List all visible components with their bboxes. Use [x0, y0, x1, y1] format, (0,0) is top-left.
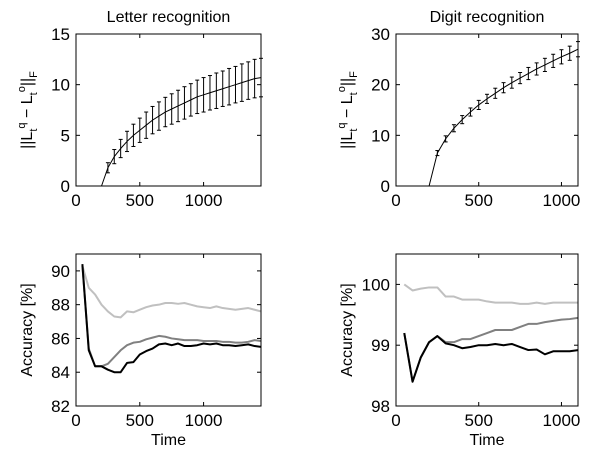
y-tick-label: 0	[61, 177, 70, 196]
error-bar	[227, 67, 232, 106]
x-tick-label: 500	[126, 191, 154, 210]
y-tick-label: 10	[371, 126, 390, 145]
x-axis-label: Time	[470, 432, 505, 449]
series-line-2	[403, 316, 578, 383]
letter-distance-panel: 0 500 1000 0 5 10 15 Letter recognition ||Ltq − …	[16, 9, 263, 210]
error-bar	[150, 105, 155, 135]
y-tick-label: 98	[371, 397, 390, 416]
x-tick-label: 500	[126, 411, 154, 430]
y-tick-label: 20	[371, 76, 390, 95]
error-bar	[509, 76, 514, 89]
x-tick-label: 0	[391, 191, 400, 210]
error-bar	[542, 57, 547, 72]
error-bar	[476, 99, 481, 110]
error-bar	[233, 65, 238, 104]
y-tick-label: 5	[61, 126, 70, 145]
digit-accuracy-panel: 0 500 1000 98 99 100 Time Accuracy [%]	[339, 253, 581, 449]
error-bar	[435, 150, 440, 157]
axes-frame	[395, 33, 579, 187]
y-tick-label: 82	[51, 397, 70, 416]
error-bar	[220, 70, 225, 107]
digit-distance-panel: 0 500 1000 0 10 20 30 Digit recognition ||Ltq − …	[336, 9, 580, 210]
error-bar	[451, 124, 456, 133]
error-bar	[201, 77, 206, 113]
error-bar	[493, 87, 498, 99]
error-bar	[485, 93, 489, 104]
error-bar	[468, 107, 473, 117]
error-bar	[246, 61, 251, 100]
y-axis-label: Accuracy [%]	[19, 283, 36, 376]
series-line-1	[76, 77, 261, 187]
x-tick-label: 0	[391, 411, 400, 430]
error-bar	[567, 45, 572, 61]
series-line-2	[81, 265, 261, 368]
y-tick-label: 99	[371, 336, 390, 355]
error-bar	[144, 111, 149, 139]
chart-title: Digit recognition	[430, 9, 545, 26]
axes-frame	[75, 253, 262, 407]
error-bar	[131, 123, 136, 147]
error-bar	[501, 82, 506, 94]
y-tick-label: 10	[51, 76, 70, 95]
series-line-1	[396, 48, 578, 187]
y-axis-label: ||Ltq − Lto||F	[336, 71, 360, 149]
error-bar	[112, 149, 117, 165]
y-tick-label: 0	[381, 177, 390, 196]
error-bar	[169, 93, 174, 125]
error-bar	[443, 135, 448, 143]
axes-frame	[395, 253, 579, 407]
x-tick-label: 0	[71, 411, 80, 430]
x-tick-label: 500	[465, 191, 493, 210]
y-tick-label: 90	[51, 262, 70, 281]
axes-frame	[75, 33, 262, 187]
error-bar	[125, 130, 130, 153]
error-bar	[118, 138, 123, 159]
x-tick-label: 1000	[543, 411, 581, 430]
error-bar	[239, 63, 244, 102]
error-bar	[156, 101, 161, 131]
error-bar	[137, 117, 142, 143]
error-bar	[188, 83, 193, 117]
y-axis-label: Accuracy [%]	[339, 283, 356, 376]
y-tick-label: 15	[51, 25, 70, 44]
error-bar	[105, 162, 110, 174]
y-tick-label: 88	[51, 296, 70, 315]
y-tick-label: 84	[51, 363, 70, 382]
series-line-1	[81, 265, 261, 319]
y-axis-label: ||Ltq − Lto||F	[16, 71, 40, 149]
error-bar	[559, 49, 564, 65]
series-line-3	[403, 332, 578, 383]
error-bar	[518, 72, 523, 85]
letter-accuracy-panel: 0 500 1000 82 84 86 88 90 Time Accuracy [%]	[19, 253, 262, 449]
x-tick-label: 1000	[185, 191, 223, 210]
series-line-1	[403, 283, 578, 305]
error-bar	[176, 89, 181, 123]
error-bar	[182, 86, 187, 120]
x-tick-label: 1000	[185, 411, 223, 430]
y-tick-label: 30	[371, 25, 390, 44]
error-bar	[534, 62, 539, 76]
y-tick-label: 86	[51, 329, 70, 348]
error-bar	[252, 58, 257, 99]
x-tick-label: 500	[465, 411, 493, 430]
series-line-3	[81, 264, 261, 374]
y-tick-label: 100	[362, 275, 390, 294]
x-axis-label: Time	[151, 432, 186, 449]
error-bar	[551, 53, 556, 68]
x-tick-label: 1000	[543, 191, 581, 210]
error-bar	[207, 75, 212, 111]
error-bar	[214, 72, 219, 109]
error-bar	[460, 115, 465, 125]
error-bar	[163, 96, 168, 128]
error-bar	[526, 66, 531, 81]
x-tick-label: 0	[71, 191, 80, 210]
chart-title: Letter recognition	[107, 9, 231, 26]
error-bar	[195, 79, 200, 115]
